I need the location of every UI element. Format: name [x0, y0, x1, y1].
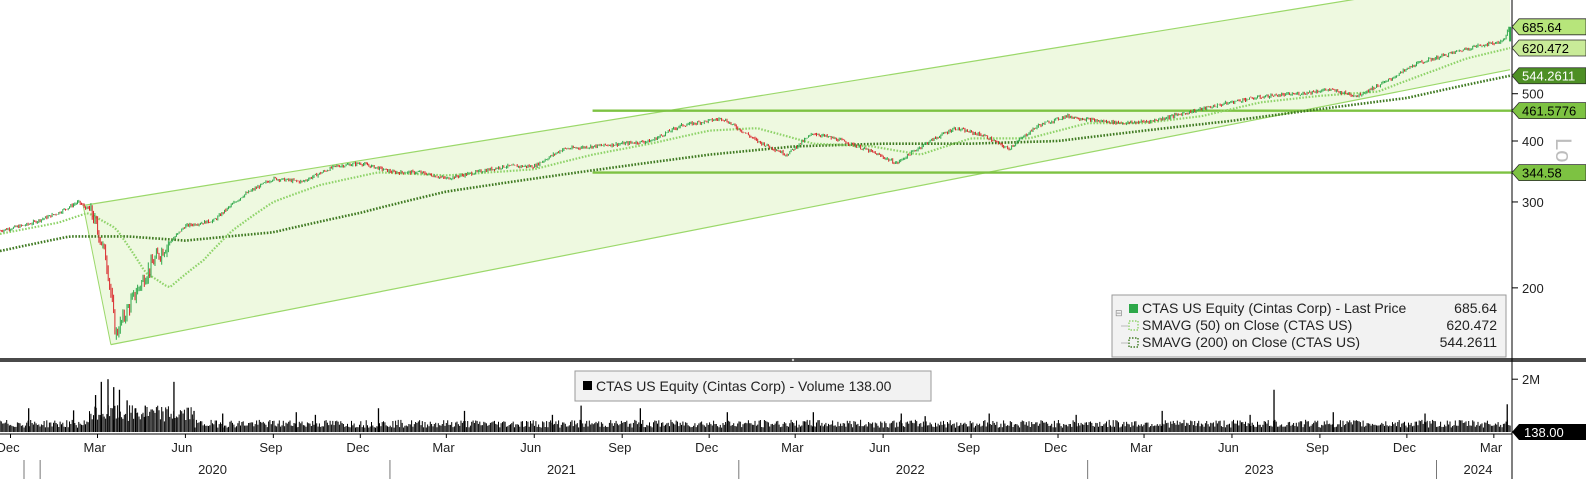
x-year-label: 2024	[1464, 462, 1493, 477]
volume-y-tick-label: 2M	[1522, 372, 1540, 387]
x-year-label: 2023	[1245, 462, 1274, 477]
volume-tag: 138.00	[1512, 424, 1586, 440]
y-tick-label: 500	[1522, 87, 1544, 102]
volume-legend-label: CTAS US Equity (Cintas Corp) - Volume 13…	[596, 378, 892, 394]
x-tick-label: Dec	[346, 440, 370, 455]
x-tick-label: Jun	[1218, 440, 1239, 455]
legend-entry-value: 544.2611	[1440, 334, 1498, 350]
legend-entry-label: CTAS US Equity (Cintas Corp) - Last Pric…	[1142, 300, 1406, 316]
x-tick-label: Mar	[83, 440, 106, 455]
x-tick-label: Sep	[1306, 440, 1329, 455]
price-tag: 544.2611	[1511, 67, 1586, 85]
y-tick-label: 200	[1522, 281, 1544, 296]
price-legend: ⊟ CTAS US Equity (Cintas Corp) - Last Pri…	[1111, 294, 1507, 358]
legend-entry-label: SMAVG (50) on Close (CTAS US)	[1142, 317, 1352, 333]
price-candles	[0, 26, 1511, 340]
y-tick-label: 300	[1522, 195, 1544, 210]
legend-swatch-sma	[1128, 320, 1139, 331]
trend-channel-lower	[110, 69, 1511, 346]
legend-entry-value: 620.472	[1446, 317, 1497, 333]
price-tag: 685.64	[1511, 18, 1586, 36]
x-tick-label: Jun	[869, 440, 890, 455]
x-tick-label: Sep	[957, 440, 980, 455]
price-plot-area	[0, 0, 1512, 346]
x-tick-label: Jun	[520, 440, 541, 455]
x-tick-label: Jun	[171, 440, 192, 455]
x-tick-label: Mar	[432, 440, 455, 455]
legend-swatch-sma	[1128, 337, 1139, 348]
volume-legend: CTAS US Equity (Cintas Corp) - Volume 13…	[574, 370, 932, 402]
price-tag-label: 620.472	[1522, 41, 1569, 56]
volume-bars	[0, 379, 1511, 432]
legend-swatch-volume	[583, 381, 592, 390]
sma-50-line	[0, 46, 1511, 289]
x-tick-label: Dec	[1044, 440, 1068, 455]
price-tag-label: 685.64	[1522, 20, 1562, 35]
price-tag: 461.5776	[1511, 102, 1586, 120]
y-tick-label: 400	[1522, 134, 1544, 149]
price-tag: 620.472	[1511, 39, 1586, 57]
x-year-label: 2022	[896, 462, 925, 477]
separator-grip[interactable]	[791, 358, 795, 362]
x-year-label: 2021	[547, 462, 576, 477]
x-year-label: 2020	[198, 462, 227, 477]
x-tick-label: Mar	[1480, 440, 1503, 455]
volume-tag-label: 138.00	[1524, 425, 1564, 440]
x-tick-label: Mar	[1130, 440, 1153, 455]
svg-text:⊟: ⊟	[1115, 308, 1123, 318]
legend-swatch-price	[1129, 304, 1138, 313]
trend-channel-upper	[83, 0, 1355, 207]
price-tag: 344.58	[1511, 164, 1586, 181]
legend-entry-value: 685.64	[1454, 300, 1497, 316]
legend-entry-label: SMAVG (200) on Close (CTAS US)	[1142, 334, 1360, 350]
x-tick-label: Dec	[1393, 440, 1417, 455]
price-tag-label: 544.2611	[1522, 69, 1575, 84]
x-tick-label: Dec	[0, 440, 20, 455]
side-watermark: Lo	[1551, 138, 1576, 162]
sma-200-line	[0, 74, 1511, 253]
x-tick-label: Sep	[608, 440, 631, 455]
x-tick-label: Sep	[259, 440, 282, 455]
x-tick-label: Mar	[781, 440, 804, 455]
price-tag-label: 461.5776	[1522, 104, 1576, 119]
x-tick-label: Dec	[695, 440, 719, 455]
price-tag-label: 344.58	[1522, 166, 1562, 181]
trend-channel-left-edge	[82, 205, 112, 345]
